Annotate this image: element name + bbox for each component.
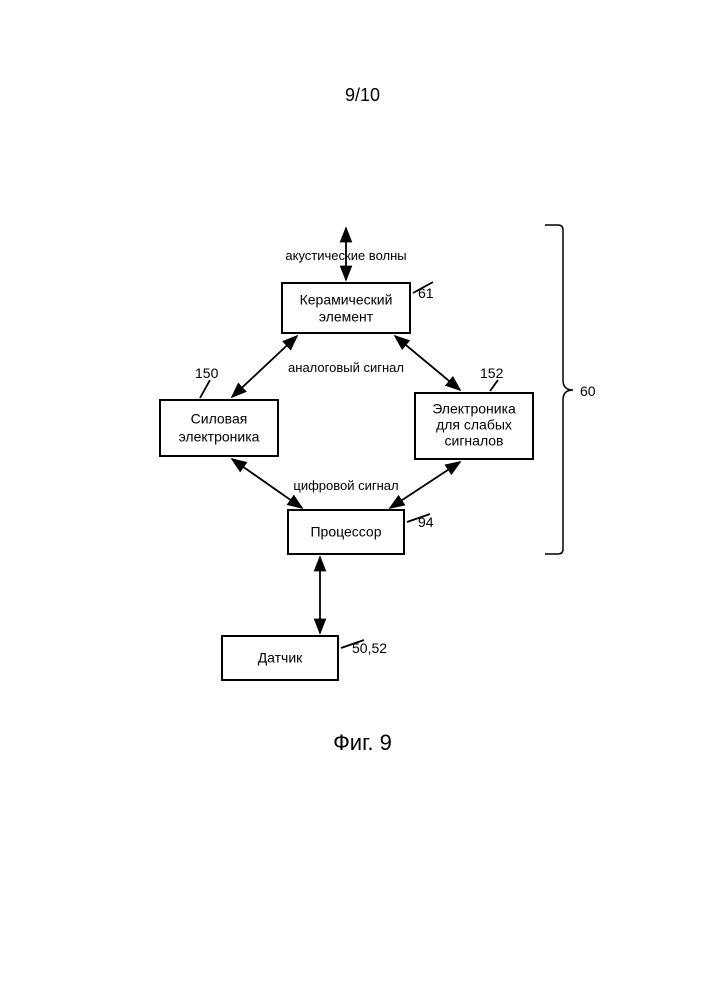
ref-line-power <box>200 380 210 398</box>
group-bracket <box>545 225 573 554</box>
figure-caption: Фиг. 9 <box>0 730 725 756</box>
box-ceramic-label1: Керамический <box>300 292 393 308</box>
box-sensor-label: Датчик <box>258 650 303 666</box>
box-weak-label3: сигналов <box>445 433 504 449</box>
box-ceramic-label2: элемент <box>319 309 374 325</box>
label-digital: цифровой сигнал <box>293 478 398 493</box>
box-processor-label: Процессор <box>310 524 381 540</box>
ref-ceramic: 61 <box>418 285 434 301</box>
ref-group: 60 <box>580 383 596 399</box>
ref-power: 150 <box>195 365 219 381</box>
label-acoustic: акустические волны <box>285 248 406 263</box>
ref-weak: 152 <box>480 365 504 381</box>
arrow-ceramic-weak <box>395 336 460 390</box>
label-analog: аналоговый сигнал <box>288 360 404 375</box>
diagram-svg: Керамический элемент 61 Силовая электрон… <box>0 0 725 1000</box>
box-power-label1: Силовая <box>191 411 248 427</box>
arrow-weak-proc <box>390 462 460 508</box>
box-weak-label2: для слабых <box>436 417 512 433</box>
arrow-power-proc <box>232 459 302 508</box>
ref-line-weak <box>490 380 498 391</box>
box-weak-label1: Электроника <box>432 401 516 417</box>
box-power-label2: электроника <box>179 429 260 445</box>
